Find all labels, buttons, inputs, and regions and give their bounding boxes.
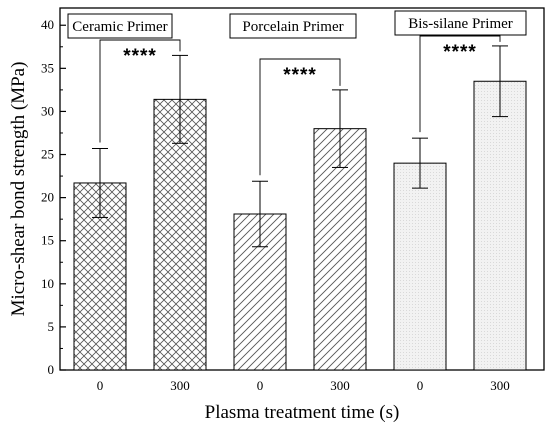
y-tick-label: 40 [41, 17, 54, 32]
significance-bracket [419, 35, 501, 133]
y-tick-label: 10 [41, 276, 54, 291]
x-tick-label: 0 [257, 378, 264, 393]
y-tick-label: 15 [41, 233, 54, 248]
significance-label: **** [123, 46, 157, 67]
group-label-box [229, 13, 357, 39]
y-tick-label: 0 [48, 362, 55, 377]
x-tick-label: 300 [330, 378, 350, 393]
group-label-box [394, 10, 527, 36]
x-tick-label: 300 [490, 378, 510, 393]
significance-label: **** [443, 42, 477, 63]
x-tick-label: 0 [97, 378, 104, 393]
significance-bracket [259, 58, 341, 176]
plot-frame [59, 7, 545, 371]
significance-bracket [99, 39, 181, 143]
group-label: Porcelain Primer [242, 19, 343, 35]
bar [313, 128, 367, 371]
x-axis-title: Plasma treatment time (s) [205, 402, 400, 423]
error-bars [92, 45, 508, 248]
significance-label: **** [283, 65, 317, 86]
y-axis: 0 5 10 15 20 25 30 35 40 [41, 17, 66, 377]
y-tick-label: 20 [41, 190, 54, 205]
y-tick-label: 5 [48, 319, 55, 334]
group-label: Bis-silane Primer [408, 16, 513, 32]
group-labels: Ceramic Primer Porcelain Primer Bis-silane… [67, 10, 527, 39]
significance-brackets: **** **** **** [99, 35, 501, 176]
y-tick-label: 30 [41, 103, 54, 118]
y-tick-label: 35 [41, 60, 54, 75]
bar [153, 98, 207, 371]
y-tick-label: 25 [41, 147, 54, 162]
x-tick-label: 300 [170, 378, 190, 393]
x-tick-label: 0 [417, 378, 424, 393]
bars [73, 80, 527, 371]
bar [473, 80, 527, 371]
group-label-box [67, 13, 173, 39]
group-label: Ceramic Primer [72, 19, 167, 35]
y-axis-title: Micro-shear bond strength (MPa) [8, 62, 29, 317]
bar [393, 162, 447, 371]
